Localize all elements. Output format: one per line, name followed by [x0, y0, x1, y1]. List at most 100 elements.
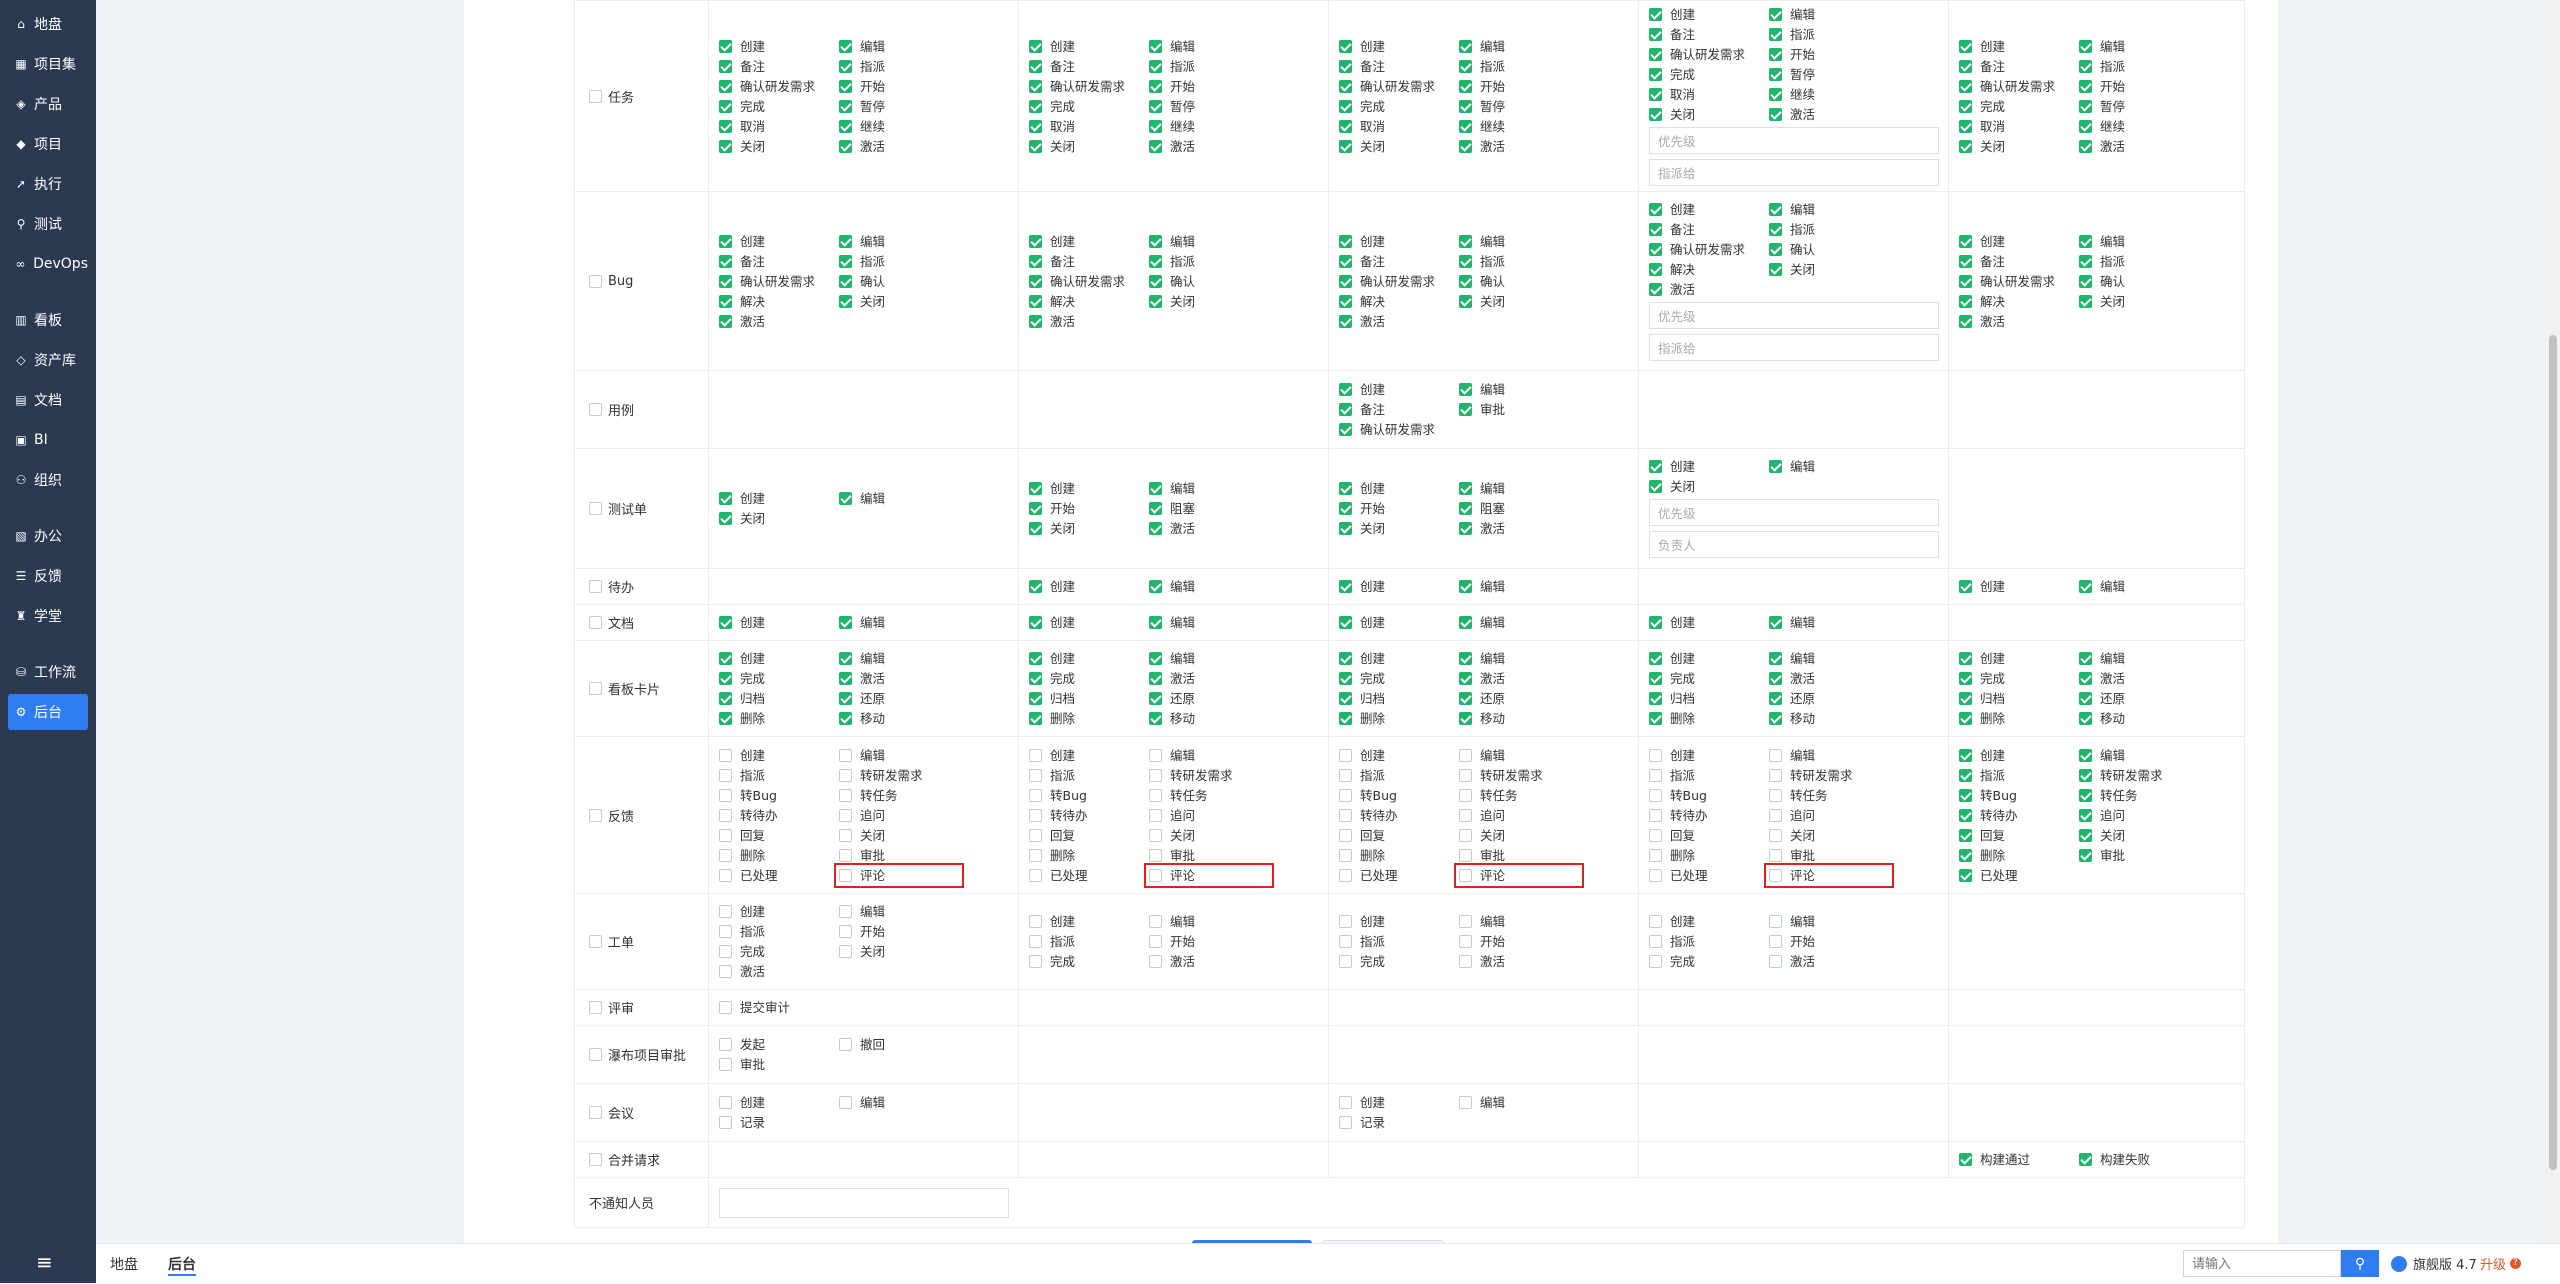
checkbox-box[interactable] [839, 828, 852, 842]
action-checkbox[interactable]: 构建通过 [1959, 1152, 2079, 1167]
nav-item-10[interactable]: ▣ BI [8, 422, 88, 458]
checkbox-box[interactable] [1769, 868, 1782, 882]
checkbox-box[interactable] [1459, 935, 1472, 948]
checkbox-box[interactable] [719, 672, 732, 685]
checkbox-box[interactable] [1149, 692, 1162, 705]
action-checkbox[interactable]: 创建 [719, 615, 839, 630]
checkbox-box[interactable] [1459, 522, 1472, 535]
action-checkbox[interactable]: 完成 [1649, 954, 1769, 969]
checkbox-box[interactable] [839, 925, 852, 938]
action-checkbox[interactable]: 创建 [719, 748, 839, 763]
action-checkbox[interactable]: 完成 [1029, 99, 1149, 114]
action-checkbox[interactable]: 转Bug [719, 788, 839, 803]
action-checkbox[interactable]: 回复 [1959, 828, 2079, 843]
action-checkbox[interactable]: 阻塞 [1149, 501, 1269, 516]
checkbox-box[interactable] [1339, 314, 1352, 328]
action-checkbox[interactable]: 开始 [1339, 501, 1459, 516]
checkbox-box[interactable] [1149, 274, 1162, 288]
nav-item-4[interactable]: ➚ 执行 [8, 166, 88, 202]
action-checkbox[interactable]: 开始 [1149, 79, 1269, 94]
action-checkbox[interactable]: 转Bug [1649, 788, 1769, 803]
checkbox-box[interactable] [1769, 692, 1782, 705]
action-checkbox[interactable]: 转待办 [1339, 808, 1459, 823]
checkbox-box[interactable] [839, 945, 852, 958]
action-checkbox[interactable]: 指派 [1769, 27, 1889, 42]
checkbox-box[interactable] [1339, 652, 1352, 665]
action-checkbox[interactable]: 创建 [719, 39, 839, 54]
checkbox-box[interactable] [1149, 935, 1162, 948]
checkbox-box[interactable] [1339, 848, 1352, 862]
checkbox-box[interactable] [1459, 848, 1472, 862]
action-checkbox[interactable]: 编辑 [839, 39, 959, 54]
action-checkbox[interactable]: 转待办 [1649, 808, 1769, 823]
action-checkbox[interactable]: 提交审计 [719, 1000, 839, 1015]
action-checkbox[interactable]: 编辑 [1769, 459, 1889, 474]
action-checkbox[interactable]: 备注 [1959, 59, 2079, 74]
action-checkbox[interactable]: 编辑 [839, 234, 959, 249]
action-checkbox[interactable]: 解决 [1339, 294, 1459, 309]
action-checkbox[interactable]: 完成 [1959, 671, 2079, 686]
checkbox-box[interactable] [1029, 234, 1042, 248]
row-select-checkbox[interactable] [589, 1106, 602, 1119]
action-checkbox[interactable]: 编辑 [2079, 748, 2199, 763]
checkbox-box[interactable] [1649, 480, 1662, 493]
checkbox-box[interactable] [1649, 788, 1662, 802]
action-checkbox[interactable]: 追问 [1149, 808, 1269, 823]
action-checkbox[interactable]: 删除 [1029, 848, 1149, 863]
checkbox-box[interactable] [1339, 868, 1352, 882]
checkbox-box[interactable] [1029, 99, 1042, 113]
action-checkbox[interactable]: 编辑 [2079, 651, 2199, 666]
checkbox-box[interactable] [1149, 79, 1162, 93]
action-checkbox[interactable]: 继续 [1149, 119, 1269, 134]
checkbox-box[interactable] [1649, 27, 1662, 41]
action-checkbox[interactable]: 开始 [839, 79, 959, 94]
action-checkbox[interactable]: 指派 [1149, 254, 1269, 269]
checkbox-box[interactable] [1339, 79, 1352, 93]
action-checkbox[interactable]: 记录 [1339, 1115, 1459, 1130]
checkbox-box[interactable] [839, 79, 852, 93]
checkbox-box[interactable] [1959, 79, 1972, 93]
action-checkbox[interactable]: 评论 [834, 862, 964, 888]
action-checkbox[interactable]: 备注 [1649, 27, 1769, 42]
action-checkbox[interactable]: 转研发需求 [2079, 768, 2199, 783]
action-checkbox[interactable]: 编辑 [1459, 579, 1579, 594]
action-checkbox[interactable]: 转Bug [1959, 788, 2079, 803]
checkbox-box[interactable] [1959, 712, 1972, 725]
checkbox-box[interactable] [1029, 314, 1042, 328]
action-checkbox[interactable]: 指派 [1459, 59, 1579, 74]
checkbox-box[interactable] [719, 314, 732, 328]
action-checkbox[interactable]: 归档 [1959, 691, 2079, 706]
checkbox-box[interactable] [719, 234, 732, 248]
action-checkbox[interactable]: 关闭 [839, 944, 959, 959]
action-checkbox[interactable]: 取消 [1029, 119, 1149, 134]
action-checkbox[interactable]: 创建 [1649, 748, 1769, 763]
action-checkbox[interactable]: 创建 [1339, 615, 1459, 630]
checkbox-box[interactable] [719, 139, 732, 153]
action-checkbox[interactable]: 激活 [1649, 282, 1769, 297]
checkbox-box[interactable] [1149, 672, 1162, 685]
checkbox-box[interactable] [1339, 580, 1352, 593]
action-checkbox[interactable]: 关闭 [1459, 294, 1579, 309]
action-checkbox[interactable]: 取消 [1959, 119, 2079, 134]
checkbox-box[interactable] [1459, 99, 1472, 113]
checkbox-box[interactable] [2079, 712, 2092, 725]
action-checkbox[interactable]: 编辑 [1149, 234, 1269, 249]
checkbox-box[interactable] [719, 748, 732, 762]
action-checkbox[interactable]: 编辑 [839, 651, 959, 666]
checkbox-box[interactable] [1459, 482, 1472, 495]
checkbox-box[interactable] [1959, 788, 1972, 802]
checkbox-box[interactable] [1029, 955, 1042, 968]
checkbox-box[interactable] [1149, 955, 1162, 968]
action-checkbox[interactable]: 阻塞 [1459, 501, 1579, 516]
action-checkbox[interactable]: 完成 [719, 944, 839, 959]
row-select-checkbox[interactable] [589, 935, 602, 948]
action-checkbox[interactable]: 移动 [1769, 711, 1889, 726]
checkbox-box[interactable] [1769, 955, 1782, 968]
action-checkbox[interactable]: 指派 [839, 254, 959, 269]
checkbox-box[interactable] [1149, 119, 1162, 133]
action-checkbox[interactable]: 删除 [1339, 848, 1459, 863]
checkbox-box[interactable] [1339, 502, 1352, 515]
checkbox-box[interactable] [1959, 748, 1972, 762]
action-checkbox[interactable]: 转待办 [719, 808, 839, 823]
checkbox-box[interactable] [1339, 403, 1352, 416]
